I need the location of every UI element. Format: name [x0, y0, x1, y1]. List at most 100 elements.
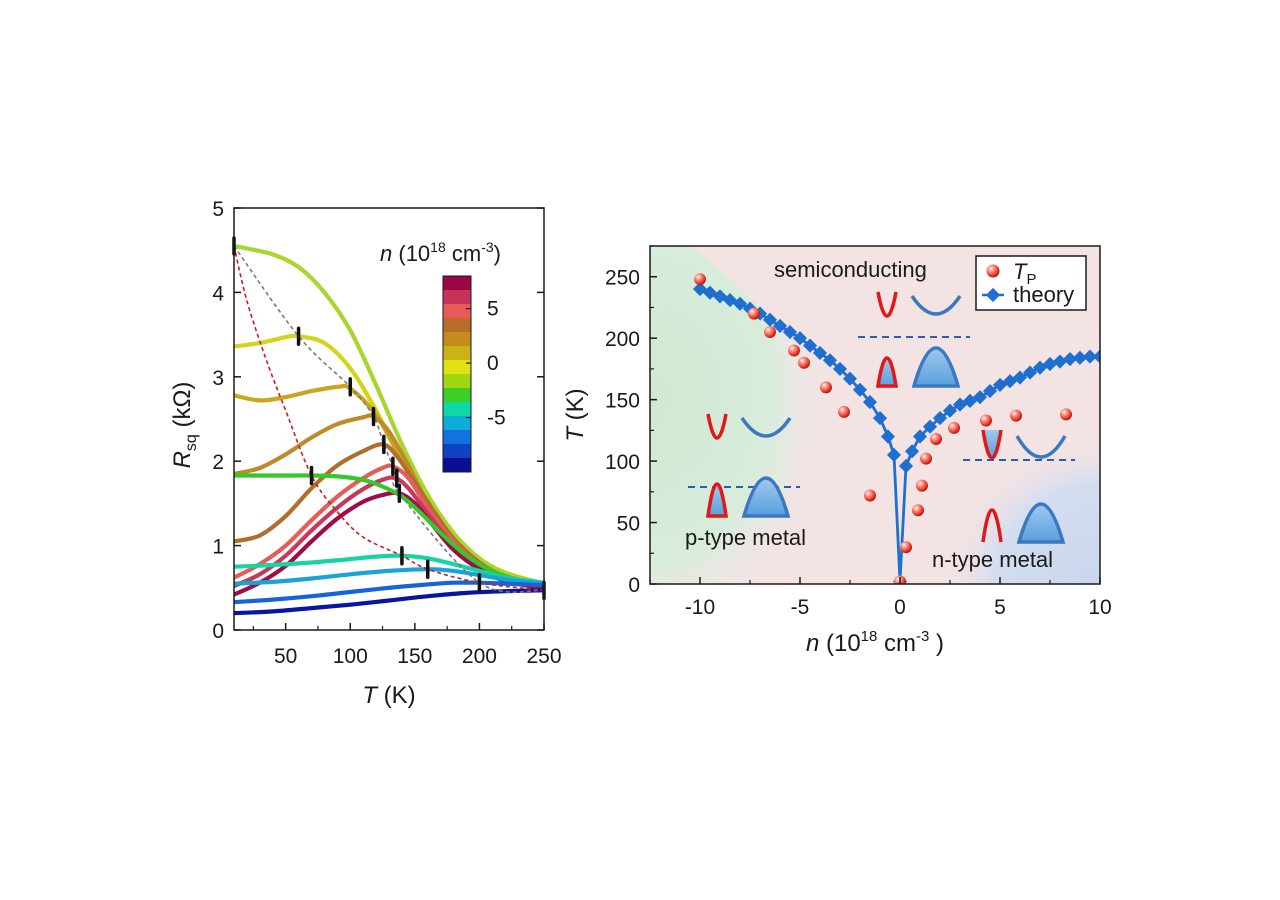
- colorbar-frame: [442, 275, 472, 473]
- colorbar: n (1018 cm-3) 5 0 -5: [380, 239, 506, 473]
- colorbar-swatch-0: [443, 276, 471, 291]
- theory-point-25: [922, 419, 938, 434]
- theory-point-26: [932, 411, 948, 426]
- rx-tick-label-2: 0: [894, 596, 906, 619]
- right-x-axis-label: n (1018 cm-3 ): [806, 628, 944, 657]
- tp-point-17: [1060, 408, 1072, 421]
- band-red-upper: [706, 413, 728, 440]
- colorbar-swatch-5: [443, 346, 471, 361]
- x-tick-label-0: 50: [274, 645, 297, 668]
- theory-point-22: [898, 458, 914, 474]
- theory-point-37: [1042, 356, 1058, 372]
- colorbar-swatch-8: [443, 388, 471, 403]
- tp-point-10: [912, 504, 924, 517]
- guide-lines: [234, 245, 544, 593]
- band-schematic-semiconducting: [858, 291, 970, 388]
- theory-point-4: [732, 296, 748, 311]
- left-plot-frame: [233, 207, 545, 631]
- y-tick-label-3: 3: [212, 367, 224, 390]
- tp-point-15: [980, 414, 992, 427]
- band-blue-lower: [741, 476, 791, 518]
- ry-tick-label-2: 100: [605, 451, 640, 474]
- series-line-0: [234, 243, 544, 586]
- band-blue-upper: [1015, 435, 1067, 459]
- rx-tick-label-1: -5: [791, 596, 810, 619]
- colorbar-swatch-1: [443, 290, 471, 305]
- series-line-8: [234, 473, 544, 586]
- tp-point-12: [920, 452, 932, 465]
- series-line-11: [234, 580, 544, 605]
- y-tick-label-1: 1: [212, 536, 224, 559]
- tp-point-4: [798, 356, 810, 369]
- right-y-axis-label: T (K): [562, 388, 589, 441]
- resistance-curves: [234, 243, 544, 616]
- colorbar-tick-label-0: 5: [487, 298, 499, 321]
- legend-label-tp: TP: [1013, 259, 1036, 288]
- tp-point-11: [916, 479, 928, 492]
- y-tick-label-4: 4: [212, 282, 224, 305]
- colorbar-swatch-4: [443, 332, 471, 347]
- colorbar-swatch-3: [443, 318, 471, 333]
- rx-tick-label-3: 5: [994, 596, 1006, 619]
- tp-point-2: [764, 326, 776, 339]
- rx-tick-label-0: -10: [685, 596, 715, 619]
- theory-point-17: [862, 395, 878, 410]
- band-red-upper: [981, 429, 1003, 460]
- colorbar-swatch-11: [443, 430, 471, 445]
- right-plot-frame: [649, 245, 1101, 585]
- theory-point-31: [982, 383, 998, 399]
- x-tick-label-2: 150: [397, 645, 432, 668]
- theory-point-18: [872, 411, 888, 426]
- band-red-lower: [875, 356, 899, 388]
- x-tick-label-3: 200: [462, 645, 497, 668]
- theory-point-30: [972, 390, 988, 405]
- colorbar-ticks: 5 0 -5: [466, 298, 506, 430]
- x-tick-label-1: 100: [333, 645, 368, 668]
- band-schematic-p-type: [688, 413, 800, 518]
- colorbar-swatch-9: [443, 402, 471, 417]
- band-red-upper: [876, 291, 898, 318]
- band-blue-upper: [740, 417, 792, 438]
- tp-point-16: [1010, 409, 1022, 422]
- band-schematic-n-type: [963, 429, 1075, 544]
- guide-line-0: [234, 245, 544, 593]
- region-label-semiconducting: semiconducting: [774, 257, 927, 282]
- colorbar-tick-label-2: -5: [487, 407, 506, 430]
- colorbar-swatch-12: [443, 444, 471, 459]
- ry-tick-label-5: 250: [605, 267, 640, 290]
- legend-marker-theory: [985, 287, 1001, 303]
- rx-tick-label-4: 10: [1088, 596, 1111, 619]
- region-label-n-type: n-type metal: [932, 547, 1053, 572]
- tp-point-1: [748, 307, 760, 320]
- tp-point-7: [864, 489, 876, 502]
- colorbar-swatch-7: [443, 374, 471, 389]
- band-blue-lower: [911, 346, 961, 388]
- band-blue-lower: [1016, 502, 1066, 544]
- tp-point-6: [838, 405, 850, 418]
- tp-point-14: [948, 421, 960, 434]
- colorbar-swatch-2: [443, 304, 471, 319]
- y-tick-label-0: 0: [212, 620, 224, 643]
- ry-tick-label-0: 0: [628, 574, 640, 597]
- theory-point-27: [942, 403, 958, 418]
- right-panel: semiconducting p-type metal n-type metal…: [562, 245, 1112, 657]
- tp-point-3: [788, 344, 800, 357]
- y-tick-label-2: 2: [212, 451, 224, 474]
- tp-point-9: [900, 541, 912, 554]
- colorbar-title: n (1018 cm-3): [380, 239, 501, 266]
- theory-point-20: [886, 447, 902, 463]
- tp-point-0: [694, 273, 706, 286]
- colorbar-swatch-6: [443, 360, 471, 375]
- ry-tick-label-1: 50: [617, 513, 640, 536]
- theory-point-39: [1062, 352, 1078, 367]
- colorbar-tick-label-1: 0: [487, 352, 499, 375]
- legend: TP theory: [975, 255, 1087, 311]
- phase-diagram-data: [692, 273, 1100, 584]
- series-line-10: [234, 567, 544, 586]
- region-label-p-type: p-type metal: [685, 525, 806, 550]
- y-tick-label-5: 5: [212, 198, 224, 221]
- band-red-lower: [705, 482, 729, 518]
